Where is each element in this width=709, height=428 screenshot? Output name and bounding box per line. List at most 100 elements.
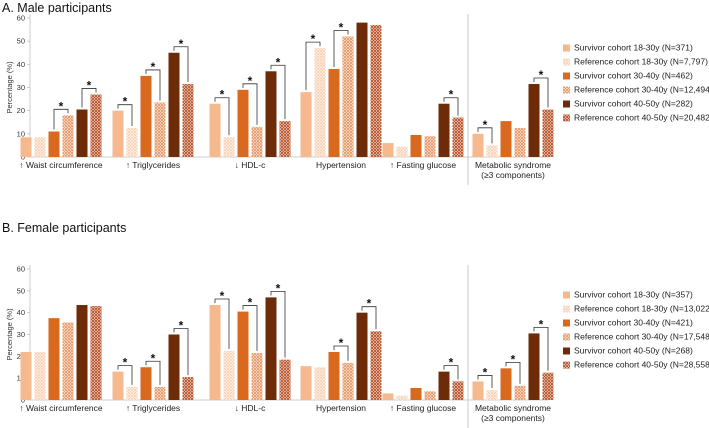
bar-solid-s2-c5: [500, 368, 512, 400]
bar-hatch-s5-c3: [370, 24, 382, 158]
bar-hatch-s5-c0: [90, 306, 102, 400]
bar-solid-s4-c4: [438, 371, 450, 400]
legend-swatch-hatch: [563, 86, 570, 94]
bar-solid-s2-c1: [140, 367, 152, 400]
significance-star: *: [449, 356, 454, 370]
category-label: ↑ Triglycerides: [126, 160, 180, 170]
significance-bracket: [173, 328, 189, 376]
legend-swatch-solid: [563, 44, 570, 52]
bar-solid-s0-c0: [20, 137, 32, 157]
significance-bracket: [242, 83, 258, 125]
bar-hatch-s1-c1: [126, 386, 138, 400]
bar-hatch-s3-c5: [514, 128, 526, 157]
legend-swatch-solid: [563, 72, 570, 80]
category-label: ↑ Waist circumference: [19, 403, 103, 413]
y-tick-label: 40: [17, 60, 25, 69]
bar-hatch-s1-c3: [314, 48, 326, 157]
legend-label: Survivor cohort 30-40y (N=462): [574, 71, 693, 81]
bar-solid-s0-c2: [209, 103, 221, 157]
bar-hatch-s1-c2: [223, 350, 235, 400]
panel-title: A. Male participants: [2, 1, 112, 15]
significance-star: *: [123, 356, 128, 370]
bar-solid-s4-c3: [356, 22, 368, 158]
bar-hatch-s5-c4: [452, 117, 464, 157]
significance-bracket: [242, 305, 258, 352]
bar-solid-s4-c5: [528, 333, 540, 400]
significance-star: *: [311, 32, 316, 46]
significance-star: *: [539, 68, 544, 82]
significance-bracket: [333, 30, 349, 67]
legend-swatch-hatch: [563, 114, 570, 122]
bar-solid-s2-c2: [237, 311, 249, 400]
bar-hatch-s3-c2: [251, 126, 263, 157]
bar-solid-s0-c3: [300, 366, 312, 400]
category-label: ↑ Triglycerides: [126, 403, 180, 413]
significance-star: *: [59, 99, 64, 113]
y-tick-label: 10: [17, 129, 25, 138]
legend-swatch-hatch: [563, 305, 570, 313]
significance-star: *: [339, 21, 344, 35]
legend-label: Reference cohort 40-50y (N=28,558): [574, 360, 709, 370]
panel-male: A. Male participants0102030405060Percent…: [2, 1, 709, 185]
y-tick-label: 50: [17, 37, 25, 46]
significance-bracket: [443, 97, 459, 116]
bar-solid-s0-c5: [472, 133, 484, 157]
bar-solid-s4-c1: [168, 52, 180, 157]
significance-bracket: [305, 41, 321, 91]
y-axis-label: Percentage (%): [5, 61, 14, 114]
bar-hatch-s3-c3: [342, 36, 354, 157]
bar-solid-s2-c2: [237, 89, 249, 157]
category-label: (≥3 components): [481, 170, 545, 180]
category-label: (≥3 components): [481, 413, 545, 423]
bar-solid-s0-c5: [472, 381, 484, 400]
bar-hatch-s1-c2: [223, 137, 235, 157]
category-label: Hypertension: [316, 160, 366, 170]
bar-solid-s0-c4: [382, 393, 394, 400]
y-tick-label: 30: [17, 330, 25, 339]
significance-star: *: [248, 296, 253, 310]
bar-solid-s2-c4: [410, 134, 422, 157]
bar-solid-s4-c1: [168, 334, 180, 400]
significance-star: *: [151, 351, 156, 365]
bar-solid-s4-c2: [265, 71, 277, 157]
bar-hatch-s3-c0: [62, 322, 74, 400]
bar-solid-s0-c3: [300, 92, 312, 157]
significance-bracket: [214, 298, 230, 349]
significance-bracket: [145, 360, 161, 385]
bar-hatch-s3-c4: [424, 391, 436, 400]
bar-hatch-s3-c2: [251, 353, 263, 400]
bar-solid-s2-c3: [328, 68, 340, 157]
bar-hatch-s1-c1: [126, 128, 138, 157]
bar-hatch-s3-c0: [62, 115, 74, 157]
bar-solid-s0-c4: [382, 143, 394, 157]
bar-solid-s4-c4: [438, 103, 450, 157]
legend-swatch-hatch: [563, 361, 570, 369]
bar-hatch-s5-c1: [182, 377, 194, 400]
bar-hatch-s5-c3: [370, 331, 382, 400]
y-tick-label: 60: [17, 265, 25, 274]
significance-bracket: [117, 104, 133, 127]
significance-bracket: [173, 46, 189, 83]
category-label: Hypertension: [316, 403, 366, 413]
legend-label: Survivor cohort 40-50y (N=282): [574, 99, 693, 109]
legend-swatch-solid: [563, 291, 570, 299]
legend-label: Survivor cohort 18-30y (N=371): [574, 43, 693, 53]
significance-star: *: [449, 88, 454, 102]
significance-star: *: [248, 74, 253, 88]
significance-star: *: [511, 352, 516, 366]
category-label: Metabolic syndrome: [475, 403, 551, 413]
bar-hatch-s3-c5: [514, 385, 526, 400]
bar-hatch-s1-c5: [486, 145, 498, 157]
y-tick-label: 20: [17, 106, 25, 115]
y-tick-label: 50: [17, 286, 25, 295]
bar-solid-s2-c0: [48, 131, 60, 157]
bar-solid-s0-c2: [209, 305, 221, 400]
significance-bracket: [533, 77, 549, 108]
bar-hatch-s5-c5: [542, 372, 554, 400]
legend-label: Survivor cohort 18-30y (N=357): [574, 290, 693, 300]
legend-swatch-hatch: [563, 58, 570, 66]
bar-hatch-s1-c4: [396, 395, 408, 400]
significance-bracket: [117, 365, 133, 385]
category-label: ↑ Fasting glucose: [390, 403, 456, 413]
